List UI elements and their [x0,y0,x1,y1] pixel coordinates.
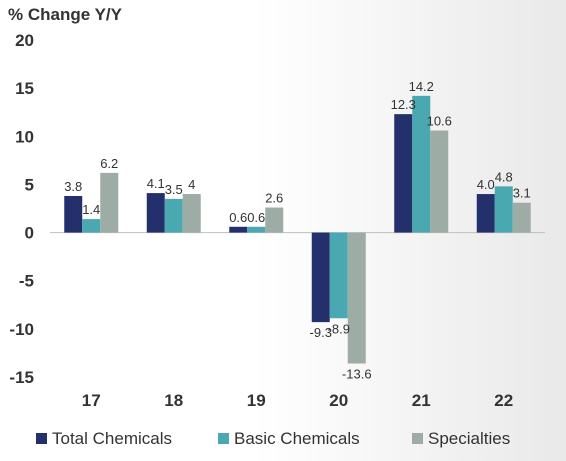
data-label: 14.2 [409,79,434,94]
data-label: -8.9 [328,321,350,336]
bar-basic-chemicals-21 [412,95,431,233]
chart-title: % Change Y/Y [8,5,123,24]
data-label: 0.6 [247,210,265,225]
x-tick-label: 20 [329,391,348,410]
data-label: 6.2 [100,156,118,171]
legend-swatch-total-chemicals [36,433,47,444]
legend-swatch-basic-chemicals [218,433,229,444]
x-tick-label: 18 [164,391,183,410]
data-label: 2.6 [265,191,283,206]
bar-total-chemicals-21 [394,114,413,233]
legend-label-total-chemicals: Total Chemicals [52,429,172,448]
x-tick-label: 17 [82,391,101,410]
y-tick-label: -10 [9,320,34,339]
bar-total-chemicals-17 [64,195,83,233]
data-label: 3.1 [513,186,531,201]
bar-basic-chemicals-22 [494,186,513,233]
legend-label-specialties: Specialties [428,429,510,448]
bar-total-chemicals-22 [476,194,495,233]
x-tick-label: 22 [494,391,513,410]
legend-swatch-specialties [412,433,423,444]
y-tick-label: -15 [9,368,34,387]
x-tick-label: 21 [412,391,431,410]
data-label: -13.6 [342,367,372,382]
data-label: 12.3 [391,97,416,112]
bar-total-chemicals-18 [146,193,165,233]
y-tick-label: 0 [25,224,34,243]
x-tick-label: 19 [247,391,266,410]
bar-specialties-19 [265,207,284,233]
bar-total-chemicals-19 [229,226,248,233]
data-label: 3.5 [165,182,183,197]
data-label: 10.6 [427,114,452,129]
legend-label-basic-chemicals: Basic Chemicals [234,429,360,448]
data-label: 1.4 [82,202,100,217]
y-tick-label: 10 [15,127,34,146]
bar-basic-chemicals-17 [82,219,101,233]
data-label: 4.8 [495,169,513,184]
y-tick-label: 20 [15,31,34,50]
bar-total-chemicals-20 [311,232,330,323]
bar-basic-chemicals-19 [247,226,266,233]
y-tick-label: 5 [25,175,34,194]
data-label: 4.1 [147,176,165,191]
bar-specialties-18 [182,194,201,233]
bar-specialties-17 [100,172,119,233]
data-label: 4.0 [477,177,495,192]
bar-specialties-20 [347,232,366,364]
bar-specialties-22 [512,202,531,233]
y-tick-label: 15 [15,79,34,98]
data-label: 0.6 [229,210,247,225]
y-tick-label: -5 [19,272,34,291]
bar-basic-chemicals-20 [329,232,348,319]
data-label: -9.3 [310,325,332,340]
data-label: 3.8 [64,179,82,194]
bar-specialties-21 [430,130,449,233]
bar-basic-chemicals-18 [164,198,183,233]
data-label: 4 [188,177,195,192]
